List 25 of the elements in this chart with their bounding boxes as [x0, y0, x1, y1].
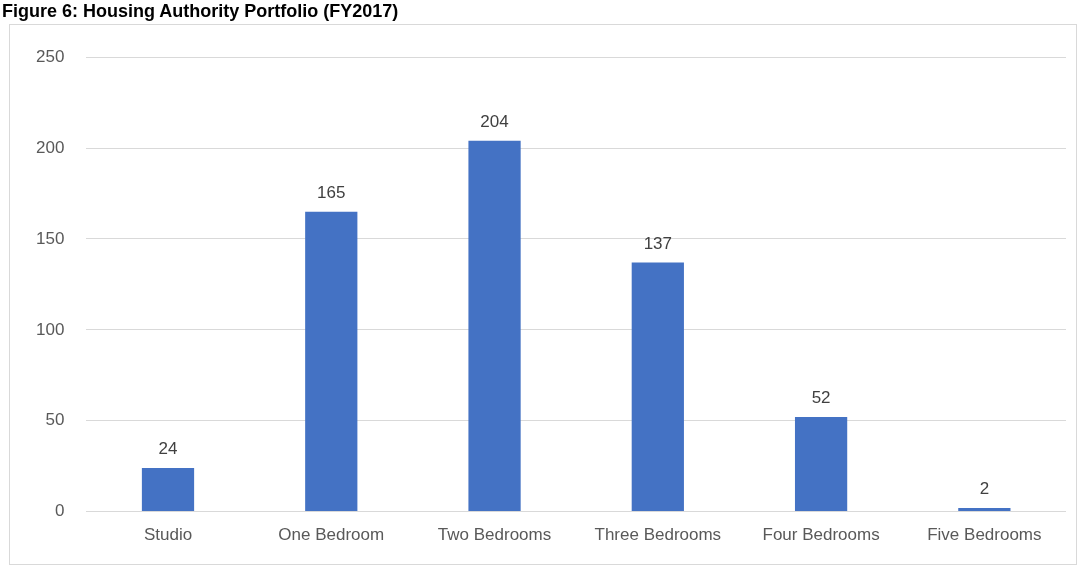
data-label: 137 [643, 233, 673, 253]
y-tick-label: 150 [35, 228, 65, 248]
bar [141, 467, 195, 512]
y-tick-label: 0 [54, 501, 65, 521]
y-tick-label: 50 [45, 410, 65, 430]
bar [794, 417, 848, 512]
y-tick-label: 250 [35, 46, 65, 66]
x-tick-label: Four Bedrooms [762, 525, 880, 545]
data-label: 24 [158, 439, 178, 459]
x-tick-label: Studio [143, 525, 193, 545]
y-tick-label: 100 [35, 319, 65, 339]
data-label: 165 [317, 182, 346, 202]
x-tick-label: One Bedroom [278, 525, 385, 545]
bar [631, 262, 684, 512]
data-label: 204 [480, 112, 509, 131]
data-label: 52 [811, 388, 831, 408]
x-tick-label: Two Bedrooms [437, 525, 552, 545]
y-tick-label: 200 [35, 137, 65, 157]
x-tick-label: Five Bedrooms [927, 525, 1042, 545]
data-label: 2 [979, 479, 990, 499]
chart-title: Figure 6: Housing Authority Portfolio (FY2017) [2, 0, 399, 22]
x-tick-label: Three Bedrooms [594, 525, 722, 545]
bar [305, 211, 358, 512]
bar [958, 507, 1011, 512]
bar [468, 140, 521, 512]
